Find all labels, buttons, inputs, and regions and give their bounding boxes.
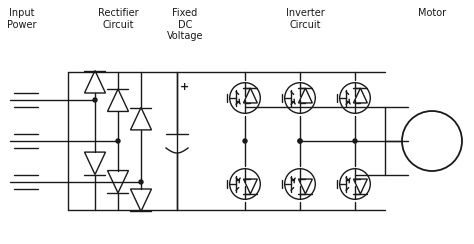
Circle shape: [139, 180, 143, 184]
Circle shape: [353, 139, 357, 143]
Text: Input
Power: Input Power: [7, 8, 37, 30]
Text: Motor: Motor: [418, 8, 446, 18]
Circle shape: [116, 139, 120, 143]
Text: Fixed
DC
Voltage: Fixed DC Voltage: [167, 8, 203, 41]
Text: Inverter
Circuit: Inverter Circuit: [286, 8, 324, 30]
Circle shape: [298, 139, 302, 143]
Text: +: +: [180, 82, 189, 92]
Circle shape: [298, 139, 302, 143]
Text: Rectifier
Circuit: Rectifier Circuit: [98, 8, 138, 30]
Circle shape: [93, 98, 97, 102]
Circle shape: [243, 139, 247, 143]
